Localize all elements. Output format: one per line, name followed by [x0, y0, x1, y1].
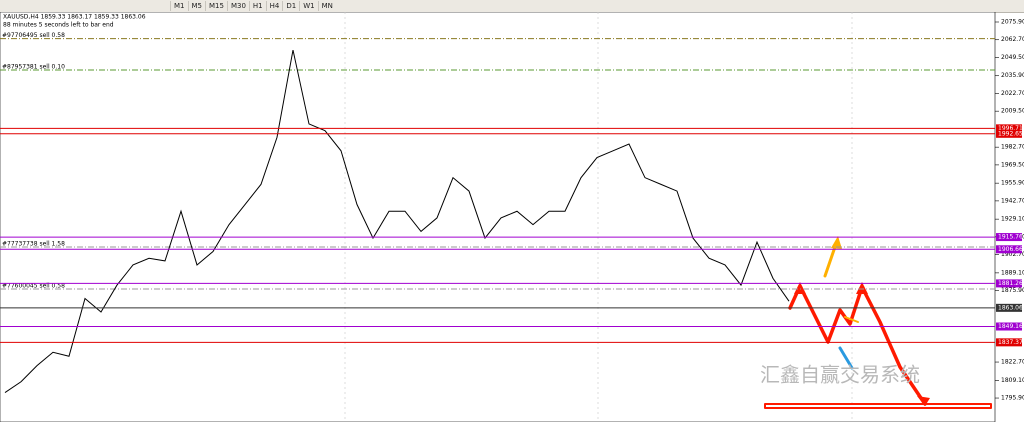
timeframe-button[interactable]: M1	[170, 1, 188, 11]
level-tag-label: 1992.65	[998, 130, 1023, 137]
price-label: 2062.70	[1001, 36, 1024, 43]
level-tag-label: 1849.16	[998, 323, 1023, 330]
level-tag	[996, 338, 1022, 347]
level-tag	[996, 129, 1022, 138]
price-label: 1822.70	[1001, 359, 1024, 366]
level-tag-label: 1906.66	[998, 246, 1023, 253]
level-tag	[996, 279, 1022, 288]
level-tag	[996, 245, 1022, 254]
price-label: 2049.50	[1001, 54, 1024, 61]
price-label: 1889.10	[1001, 269, 1024, 276]
price-label: 1955.90	[1001, 180, 1024, 187]
timeframe-button[interactable]: W1	[299, 1, 317, 11]
forecast-arrows	[764, 236, 992, 409]
price-label: 2075.90	[1001, 19, 1024, 26]
timeframe-button[interactable]: D1	[282, 1, 299, 11]
price-label: 2022.70	[1001, 90, 1024, 97]
level-tag-label: 1881.26	[998, 280, 1023, 287]
price-line	[4, 49, 790, 393]
price-label: 1809.10	[1001, 377, 1024, 384]
bar-timer: 88 minutes 5 seconds left to bar end	[3, 22, 114, 29]
timeframe-button[interactable]: H1	[248, 1, 266, 11]
price-label: 2009.50	[1001, 108, 1024, 115]
order-label: #77737738 sell 1.58	[2, 240, 65, 247]
level-tag-label: 1915.76	[998, 234, 1023, 241]
price-label: 1942.70	[1001, 197, 1024, 204]
timeframe-button[interactable]: M15	[205, 1, 227, 11]
watermark: 汇鑫自赢交易系统	[760, 363, 920, 387]
order-label: #97706495 sell 0.58	[2, 32, 65, 39]
timeframe-button[interactable]: M5	[187, 1, 206, 11]
level-tag	[996, 124, 1022, 133]
timeframe-button[interactable]: MN	[317, 1, 336, 11]
level-tag-label: 1863.06	[998, 304, 1023, 311]
price-label: 1969.50	[1001, 161, 1024, 168]
price-label: 1795.90	[1001, 395, 1024, 402]
level-tag	[996, 322, 1022, 331]
price-label: 2035.90	[1001, 72, 1024, 79]
level-tag	[996, 233, 1022, 242]
price-label: 1875.90	[1001, 287, 1024, 294]
symbol-line: XAUUSD,H4 1859.33 1863.17 1859.33 1863.0…	[3, 14, 146, 21]
price-label: 1982.70	[1001, 144, 1024, 151]
timeframe-button[interactable]: H4	[265, 1, 283, 11]
order-label: #77600045 sell 0.58	[2, 282, 65, 289]
price-label: 1929.10	[1001, 216, 1024, 223]
price-label: 1902.70	[1001, 251, 1024, 258]
level-tag	[996, 303, 1022, 312]
timeframe-button[interactable]: M30	[226, 1, 249, 11]
chart: XAUUSD,H4 1859.33 1863.17 1859.33 1863.0…	[0, 12, 1024, 422]
level-tag-label: 1996.71	[998, 125, 1023, 132]
vertical-grid	[344, 12, 853, 422]
drawing-tools[interactable]	[0, 0, 170, 12]
level-tag-label: 1837.37	[998, 339, 1023, 346]
chart-area	[0, 12, 996, 422]
order-label: #87957381 sell 0.10	[2, 63, 65, 70]
